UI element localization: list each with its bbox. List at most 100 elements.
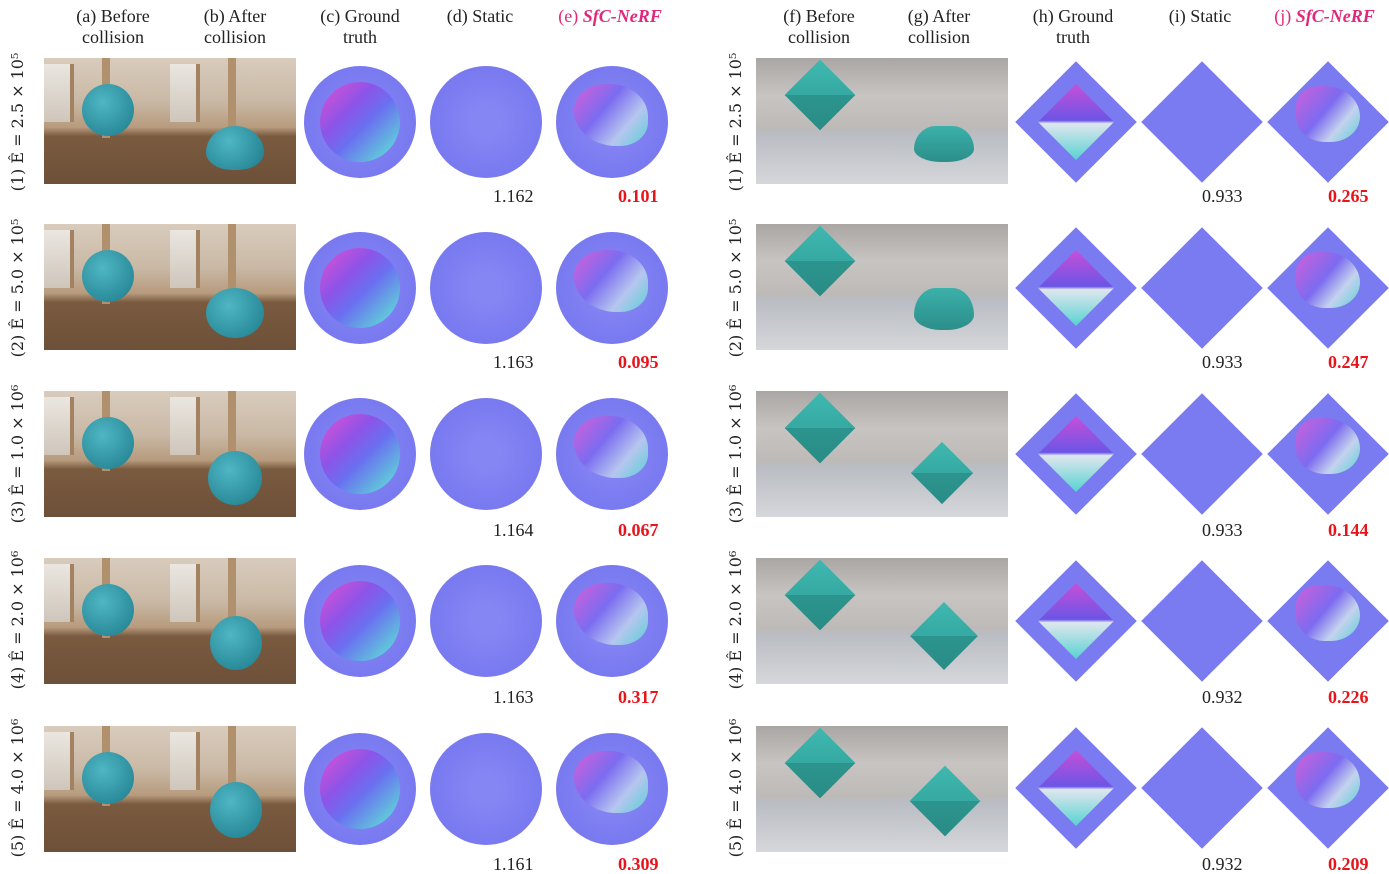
sfc-nerf-error-value: 0.309 [618, 854, 659, 874]
sfc-nerf-error-value: 0.067 [618, 520, 659, 540]
octahedron-object [784, 59, 856, 131]
before-collision-image [756, 391, 882, 517]
row-label: (2) Ê = 5.0 × 10⁵ [726, 218, 745, 358]
row-label: (5) Ê = 4.0 × 10⁶ [726, 718, 745, 858]
ground-truth-normal-map [1014, 726, 1138, 850]
static-error-value: 1.163 [493, 687, 534, 707]
sphere-object [208, 451, 262, 505]
normal-reconstruction [1296, 252, 1360, 308]
after-collision-image [882, 726, 1008, 852]
sfc-nerf-error-value: 0.247 [1328, 352, 1369, 372]
column-header-after-collision-right: (g) After collision [907, 6, 971, 47]
row-label: (3) Ê = 1.0 × 10⁶ [726, 384, 745, 524]
after-collision-image [170, 224, 296, 350]
before-collision-image [44, 391, 170, 517]
static-normal-map [1140, 392, 1264, 516]
normal-reconstruction [574, 250, 648, 312]
after-collision-image [882, 391, 1008, 517]
normal-sphere [320, 749, 400, 829]
before-collision-image [756, 58, 882, 184]
sphere-object [206, 126, 264, 170]
before-collision-image [44, 726, 170, 852]
column-header-ground-truth-left: (c) Ground truth [320, 6, 400, 47]
sfc-nerf-error-value: 0.101 [618, 186, 659, 206]
sfc-nerf-normal-map [556, 565, 668, 677]
octahedron-object [784, 225, 856, 297]
method-name: SfC-NeRF [1295, 6, 1375, 26]
normal-square [1141, 61, 1263, 183]
sphere-object [82, 84, 134, 136]
ground-truth-normal-map [304, 398, 416, 510]
after-collision-image [882, 224, 1008, 350]
ground-truth-normal-map [304, 232, 416, 344]
sfc-nerf-error-value: 0.317 [618, 687, 659, 707]
column-header-sfc-nerf-right: (j) SfC-NeRF [1260, 6, 1389, 27]
normal-reconstruction [574, 751, 648, 813]
static-error-value: 0.932 [1202, 854, 1243, 874]
before-collision-image [44, 58, 170, 184]
sphere-object [82, 417, 134, 469]
static-normal-map [1140, 726, 1264, 850]
before-collision-image [44, 558, 170, 684]
row-label: (1) Ê = 2.5 × 10⁵ [8, 52, 27, 192]
ground-truth-normal-map [304, 733, 416, 845]
static-normal-map [430, 66, 542, 178]
static-normal-map [430, 398, 542, 510]
octahedron-object [914, 126, 974, 162]
octahedron-object [784, 559, 856, 631]
after-collision-image [882, 558, 1008, 684]
before-collision-image [44, 224, 170, 350]
octahedron-object [910, 441, 974, 505]
octahedron-object [910, 602, 978, 670]
column-header-prefix: (e) [558, 6, 583, 26]
static-error-value: 1.161 [493, 854, 534, 874]
column-header-ground-truth-right: (h) Ground truth [1032, 6, 1114, 47]
normal-sphere [320, 82, 400, 162]
after-collision-image [170, 726, 296, 852]
static-normal-map [1140, 559, 1264, 683]
ground-truth-normal-map [304, 565, 416, 677]
normal-square [1141, 727, 1263, 849]
sfc-nerf-error-value: 0.144 [1328, 520, 1369, 540]
sphere-object [210, 782, 262, 838]
static-error-value: 0.933 [1202, 520, 1243, 540]
sfc-nerf-normal-map [556, 733, 668, 845]
sfc-nerf-normal-map [1266, 60, 1389, 184]
sfc-nerf-error-value: 0.209 [1328, 854, 1369, 874]
after-collision-image [170, 391, 296, 517]
column-header-sfc-nerf-left: (e) SfC-NeRF [545, 6, 675, 27]
octahedron-object [784, 392, 856, 464]
ground-truth-normal-map [304, 66, 416, 178]
column-header-before-collision-left: (a) Before collision [76, 6, 150, 47]
row-label: (1) Ê = 2.5 × 10⁵ [726, 52, 745, 192]
static-error-value: 1.163 [493, 352, 534, 372]
sphere-object [210, 616, 262, 670]
row-label: (5) Ê = 4.0 × 10⁶ [8, 718, 27, 858]
normal-square [1141, 227, 1263, 349]
row-label: (2) Ê = 5.0 × 10⁵ [8, 218, 27, 358]
static-normal-map [430, 733, 542, 845]
static-error-value: 1.164 [493, 520, 534, 540]
sfc-nerf-error-value: 0.095 [618, 352, 659, 372]
sphere-object [82, 752, 134, 804]
sfc-nerf-normal-map [556, 232, 668, 344]
static-error-value: 0.933 [1202, 186, 1243, 206]
column-header-static-left: (d) Static [446, 6, 514, 26]
column-header-prefix: (j) [1274, 6, 1296, 26]
sfc-nerf-error-value: 0.265 [1328, 186, 1369, 206]
sphere-object [82, 584, 134, 636]
static-normal-map [1140, 60, 1264, 184]
normal-reconstruction [574, 583, 648, 645]
sfc-nerf-normal-map [1266, 726, 1389, 850]
column-header-after-collision-left: (b) After collision [203, 6, 267, 47]
static-error-value: 0.933 [1202, 352, 1243, 372]
row-label: (4) Ê = 2.0 × 10⁶ [726, 550, 745, 690]
before-collision-image [756, 558, 882, 684]
after-collision-image [170, 58, 296, 184]
sfc-nerf-normal-map [1266, 559, 1389, 683]
normal-sphere [320, 248, 400, 328]
normal-reconstruction [574, 84, 648, 146]
octahedron-object [909, 765, 981, 837]
row-label: (4) Ê = 2.0 × 10⁶ [8, 550, 27, 690]
before-collision-image [756, 726, 882, 852]
